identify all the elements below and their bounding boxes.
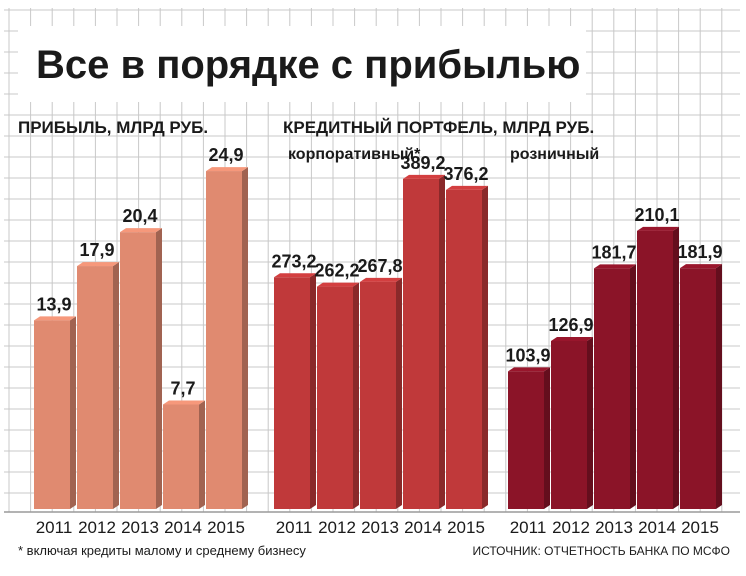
title-box bbox=[18, 26, 586, 102]
bar-top bbox=[206, 167, 248, 172]
bar-top bbox=[508, 367, 550, 372]
bar-side bbox=[482, 185, 488, 509]
data-label: 7,7 bbox=[170, 379, 195, 399]
data-label: 210,1 bbox=[634, 205, 679, 225]
data-label: 181,7 bbox=[591, 242, 636, 262]
bar-top bbox=[77, 262, 119, 267]
year-tick-label: 2011 bbox=[36, 518, 73, 537]
bar-2014 bbox=[163, 404, 199, 509]
bar-side bbox=[630, 264, 636, 509]
data-label: 20,4 bbox=[122, 206, 157, 226]
bar-side bbox=[544, 367, 550, 509]
bar-side bbox=[673, 226, 679, 509]
year-tick-label: 2014 bbox=[638, 518, 676, 537]
bar-2015 bbox=[446, 189, 482, 509]
bar-2014 bbox=[403, 178, 439, 509]
year-tick-label: 2014 bbox=[164, 518, 202, 537]
bar-2015 bbox=[680, 268, 716, 509]
bar-2013 bbox=[120, 232, 156, 509]
bar-top bbox=[551, 336, 593, 341]
bar-2014 bbox=[637, 230, 673, 509]
bar-top bbox=[680, 264, 722, 269]
bar-top bbox=[120, 228, 162, 233]
data-label: 17,9 bbox=[79, 240, 114, 260]
corporate-subtitle: корпоративный* bbox=[288, 146, 421, 163]
bar-top bbox=[34, 316, 76, 321]
data-label: 103,9 bbox=[505, 345, 550, 365]
data-label: 376,2 bbox=[443, 164, 488, 184]
bar-top bbox=[360, 277, 402, 282]
bar-2012 bbox=[317, 286, 353, 509]
year-tick-label: 2013 bbox=[595, 518, 633, 537]
data-label: 24,9 bbox=[208, 145, 243, 165]
source-note: ИСТОЧНИК: ОТЧЕТНОСТЬ БАНКА ПО МСФО bbox=[472, 544, 730, 558]
data-label: 267,8 bbox=[357, 256, 402, 276]
data-label: 181,9 bbox=[677, 242, 722, 262]
bar-2011 bbox=[274, 277, 310, 509]
year-tick-label: 2015 bbox=[207, 518, 245, 537]
page-title: Все в порядке с прибылью bbox=[36, 43, 580, 87]
year-tick-label: 2012 bbox=[78, 518, 116, 537]
year-tick-label: 2013 bbox=[361, 518, 399, 537]
year-tick-label: 2015 bbox=[447, 518, 485, 537]
bar-side bbox=[199, 400, 205, 509]
year-tick-label: 2015 bbox=[681, 518, 719, 537]
bars: 13,9 2011 17,9 2012 20,4 2013 7,7 2014 24,9 2015 2… bbox=[34, 145, 723, 537]
portfolio-chart-title: КРЕДИТНЫЙ ПОРТФЕЛЬ, МЛРД РУБ. bbox=[283, 118, 594, 137]
bar-2011 bbox=[508, 371, 544, 509]
bar-side bbox=[353, 282, 359, 509]
year-tick-label: 2011 bbox=[510, 518, 547, 537]
bar-2012 bbox=[77, 266, 113, 509]
bar-side bbox=[396, 277, 402, 509]
retail-subtitle: розничный bbox=[510, 146, 599, 163]
bar-side bbox=[310, 273, 316, 509]
bar-side bbox=[113, 262, 119, 509]
bar-side bbox=[70, 316, 76, 509]
bar-side bbox=[439, 174, 445, 509]
data-label: 262,2 bbox=[314, 261, 359, 281]
bar-top bbox=[163, 400, 205, 405]
year-tick-label: 2014 bbox=[404, 518, 442, 537]
data-label: 389,2 bbox=[400, 153, 445, 173]
bar-top bbox=[403, 174, 445, 179]
year-tick-label: 2013 bbox=[121, 518, 159, 537]
year-tick-label: 2012 bbox=[318, 518, 356, 537]
bar-top bbox=[274, 273, 316, 278]
footnote: * включая кредиты малому и среднему бизн… bbox=[18, 543, 306, 558]
bar-side bbox=[716, 264, 722, 509]
profit-chart-title: ПРИБЫЛЬ, МЛРД РУБ. bbox=[18, 118, 208, 137]
bar-top bbox=[637, 226, 679, 231]
bar-top bbox=[594, 264, 636, 269]
data-label: 273,2 bbox=[271, 251, 316, 271]
bar-2015 bbox=[206, 171, 242, 510]
year-tick-label: 2011 bbox=[276, 518, 313, 537]
bar-side bbox=[156, 228, 162, 509]
data-label: 126,9 bbox=[548, 315, 593, 335]
bar-2013 bbox=[594, 268, 630, 509]
bar-side bbox=[587, 336, 593, 509]
bar-side bbox=[242, 167, 248, 510]
bar-2011 bbox=[34, 320, 70, 509]
bar-top bbox=[317, 282, 359, 287]
data-label: 13,9 bbox=[36, 294, 71, 314]
bar-2012 bbox=[551, 340, 587, 509]
bar-2013 bbox=[360, 281, 396, 509]
bar-top bbox=[446, 185, 488, 190]
year-tick-label: 2012 bbox=[552, 518, 590, 537]
